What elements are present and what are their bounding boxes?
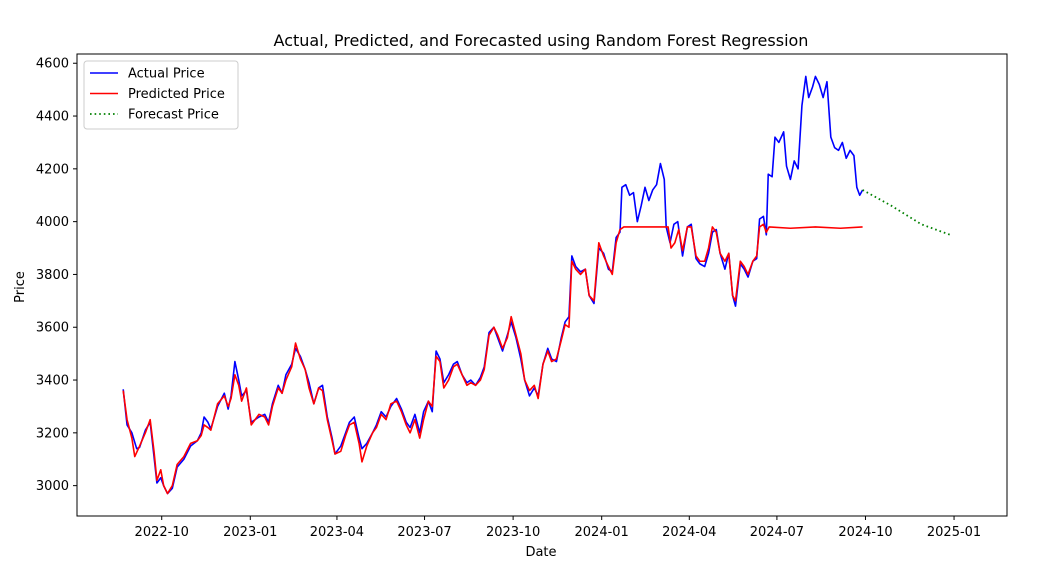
x-tick-label: 2024-10 (838, 525, 892, 540)
y-tick-label: 3600 (36, 321, 69, 336)
x-tick-label: 2024-07 (750, 525, 804, 540)
plot-frame (76, 53, 1008, 517)
x-tick-label: 2024-01 (575, 525, 629, 540)
x-tick-label: 2024-04 (662, 525, 716, 540)
series-line-actual-price (122, 75, 864, 495)
legend-label: Predicted Price (128, 87, 225, 102)
x-tick-label: 2023-10 (486, 525, 540, 540)
x-tick-label: 2022-10 (135, 525, 189, 540)
y-axis-label: Price (13, 271, 28, 303)
plot-area: 3000 3200 3400 3600 3800 4000 4200 4400 4600 2022… (36, 53, 1008, 540)
legend-label: Forecast Price (128, 108, 219, 123)
series-line-predicted-price (122, 223, 863, 495)
series-line-forecast-price (862, 189, 951, 236)
x-tick-label: 2025-01 (927, 525, 981, 540)
y-tick-label: 3200 (36, 426, 69, 441)
y-tick-label: 3000 (36, 479, 69, 494)
legend-label: Actual Price (128, 67, 205, 82)
y-tick-label: 3400 (36, 374, 69, 389)
x-tick-label: 2023-01 (223, 525, 277, 540)
x-tick-label: 2023-07 (397, 525, 451, 540)
y-tick-label: 4600 (36, 57, 69, 72)
y-tick-label: 4200 (36, 162, 69, 177)
legend: Actual Price Predicted Price Forecast Pric… (83, 60, 239, 130)
x-axis-label: Date (525, 545, 556, 560)
y-tick-label: 4000 (36, 215, 69, 230)
y-tick-label: 3800 (36, 268, 69, 283)
legend-box (83, 60, 239, 130)
x-tick-label: 2023-04 (310, 525, 364, 540)
chart-title: Actual, Predicted, and Forecasted using … (274, 31, 809, 50)
y-tick-label: 4400 (36, 110, 69, 125)
